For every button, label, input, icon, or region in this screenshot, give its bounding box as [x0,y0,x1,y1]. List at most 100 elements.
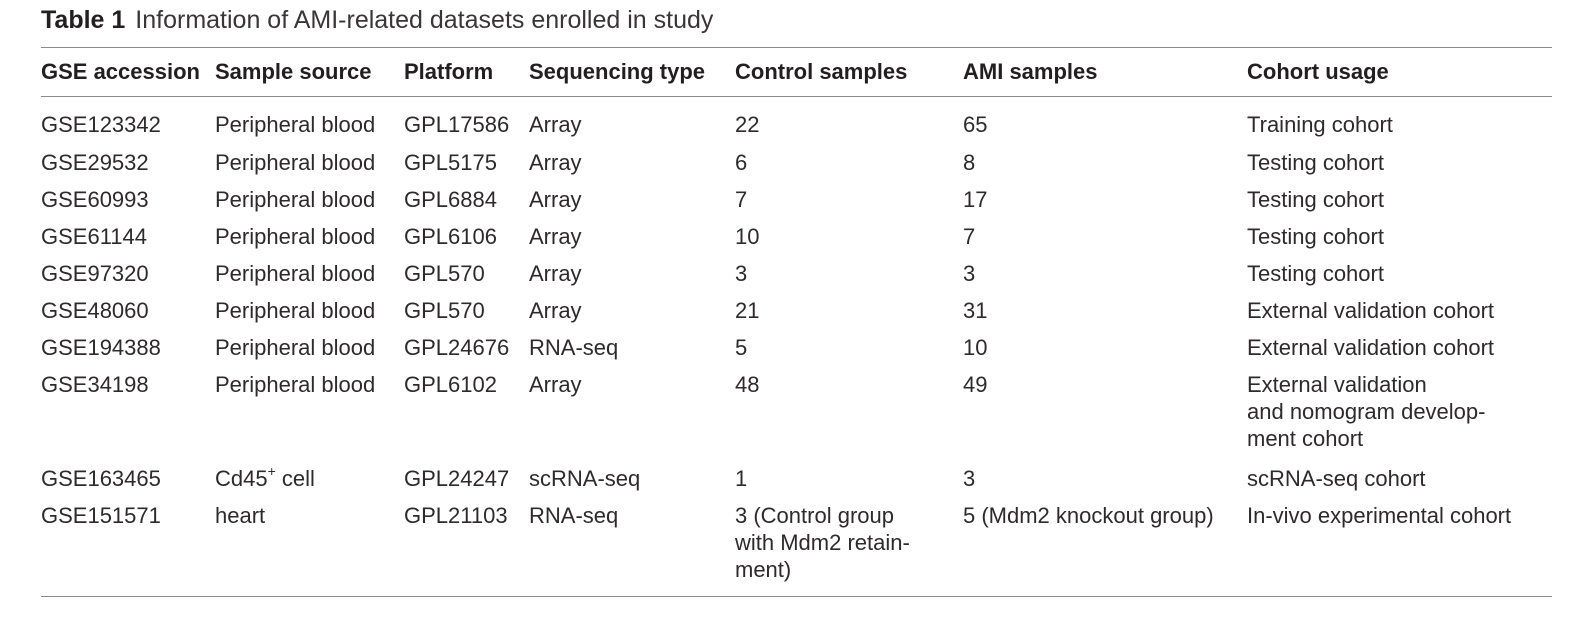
cell-platform: GPL6102 [404,372,497,397]
col-header-control: Control samples [735,59,908,84]
cell-ami: 49 [963,372,988,397]
table-caption: Table 1 Information of AMI-related datase… [41,4,713,36]
table-row: GSE97320 Peripheral blood GPL570 Array 3… [41,255,1552,292]
cell-platform: GPL21103 [404,503,508,528]
cell-control: 48 [735,372,760,397]
cell-source: Peripheral blood [215,150,376,175]
cell-seqtype: Array [529,261,582,286]
cell-ami: 3 [963,466,976,491]
table-row: GSE34198 Peripheral blood GPL6102 Array … [41,366,1552,460]
cell-platform: GPL24676 [404,335,510,360]
cell-control: 6 [735,150,748,175]
table-row: GSE123342 Peripheral blood GPL17586 Arra… [41,96,1552,144]
cell-source: Peripheral blood [215,372,376,397]
cell-gse: GSE97320 [41,261,149,286]
cell-control-line: ment) [735,557,792,582]
cell-source: Cd45+ cell [215,460,404,497]
table-row: GSE61144 Peripheral blood GPL6106 Array … [41,218,1552,255]
cell-source: Peripheral blood [215,335,376,360]
cell-ami: 5 (Mdm2 knockout group) [963,503,1214,528]
cell-control: 7 [735,187,748,212]
header-row: GSE accession Sample source Platform Seq… [41,48,1552,96]
cell-usage: Testing cohort [1247,224,1384,249]
cell-usage: Testing cohort [1247,261,1384,286]
cell-seqtype: Array [529,187,582,212]
cell-source: heart [215,503,266,528]
col-header-ami: AMI samples [963,59,1098,84]
cell-control: 10 [735,224,760,249]
table-row: GSE60993 Peripheral blood GPL6884 Array … [41,181,1552,218]
cell-usage-line: External validation [1247,372,1427,397]
cell-usage: External validation cohort [1247,298,1495,323]
cell-ami: 17 [963,187,988,212]
cell-gse: GSE29532 [41,150,149,175]
header-rule [41,96,1552,97]
cell-control: 21 [735,298,760,323]
cell-seqtype: Array [529,372,582,397]
cell-ami: 31 [963,298,988,323]
cell-source: Peripheral blood [215,261,376,286]
cell-gse: GSE151571 [41,503,161,528]
cell-source: Peripheral blood [215,187,376,212]
cell-platform: GPL17586 [404,112,510,137]
cell-source: Peripheral blood [215,112,376,137]
cell-gse: GSE60993 [41,187,149,212]
table-row: GSE194388 Peripheral blood GPL24676 RNA-… [41,329,1552,366]
table-row: GSE151571 heart GPL21103 RNA-seq 3 (Cont… [41,497,1552,591]
cell-gse: GSE194388 [41,335,161,360]
cell-seqtype: scRNA-seq [529,466,641,491]
cell-seqtype: Array [529,112,582,137]
cell-usage: In-vivo experimental cohort [1247,503,1512,528]
cell-usage-line: and nomogram develop- [1247,399,1486,424]
cell-control: 5 [735,335,748,360]
cell-seqtype: Array [529,298,582,323]
cell-gse: GSE48060 [41,298,149,323]
cell-ami: 10 [963,335,988,360]
cell-source-rest: cell [275,466,315,491]
datasets-table: GSE accession Sample source Platform Seq… [41,48,1552,591]
cell-platform: GPL5175 [404,150,497,175]
cell-source: Peripheral blood [215,298,376,323]
cell-ami: 3 [963,261,976,286]
cell-control-line: with Mdm2 retain- [735,530,910,555]
cell-gse: GSE61144 [41,224,148,249]
cell-platform: GPL24247 [404,466,510,491]
cell-usage: External validation cohort [1247,335,1495,360]
cell-control: 3 (Control group with Mdm2 retain- ment) [735,497,963,591]
top-rule [41,47,1552,48]
col-header-seqtype: Sequencing type [529,59,706,84]
col-header-gse: GSE accession [41,59,200,84]
cell-usage: External validation and nomogram develop… [1247,366,1552,460]
cell-usage: Testing cohort [1247,150,1384,175]
cell-ami: 8 [963,150,976,175]
cell-control-line: 3 (Control group [735,503,894,528]
cell-control: 1 [735,466,748,491]
col-header-source: Sample source [215,59,372,84]
table-row: GSE48060 Peripheral blood GPL570 Array 2… [41,292,1552,329]
table-label: Table 1 [41,6,126,34]
cell-ami: 65 [963,112,988,137]
cell-usage: scRNA-seq cohort [1247,466,1426,491]
cell-platform: GPL570 [404,261,485,286]
cell-seqtype: Array [529,224,582,249]
cell-platform: GPL6106 [404,224,497,249]
cell-usage-line: ment cohort [1247,426,1364,451]
col-header-platform: Platform [404,59,494,84]
cell-seqtype: Array [529,150,582,175]
table-row: GSE163465 Cd45+ cell GPL24247 scRNA-seq … [41,460,1552,497]
cell-platform: GPL570 [404,298,485,323]
cell-platform: GPL6884 [404,187,497,212]
cell-ami: 7 [963,224,976,249]
table-title: Information of AMI-related datasets enro… [135,6,714,34]
table-row: GSE29532 Peripheral blood GPL5175 Array … [41,144,1552,181]
cell-seqtype: RNA-seq [529,503,619,528]
col-header-usage: Cohort usage [1247,59,1389,84]
cell-source: Peripheral blood [215,224,376,249]
cell-gse: GSE34198 [41,372,149,397]
cell-seqtype: RNA-seq [529,335,619,360]
cell-usage: Training cohort [1247,112,1393,137]
cell-gse: GSE123342 [41,112,161,137]
cell-control: 22 [735,112,760,137]
cell-source-superscript: + [267,462,276,479]
cell-control: 3 [735,261,748,286]
